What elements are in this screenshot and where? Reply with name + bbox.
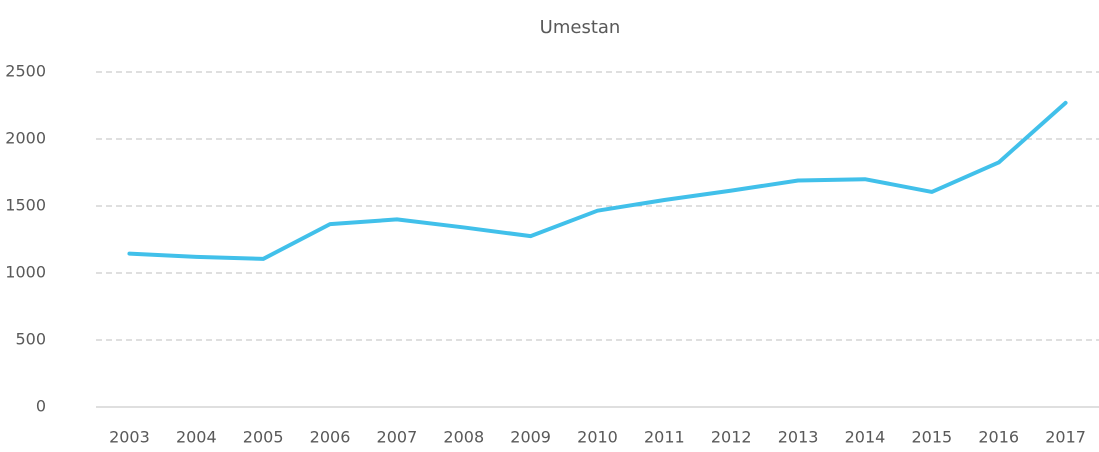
x-tick-label: 2014 (845, 428, 886, 447)
x-tick-label: 2004 (176, 428, 217, 447)
y-tick-label: 500 (15, 330, 46, 349)
x-tick-label: 2006 (310, 428, 351, 447)
y-tick-label: 1000 (5, 263, 46, 282)
x-tick-label: 2010 (577, 428, 618, 447)
y-tick-label: 1500 (5, 196, 46, 215)
x-tick-label: 2007 (377, 428, 418, 447)
x-tick-label: 2016 (978, 428, 1019, 447)
y-tick-label: 0 (36, 397, 46, 416)
x-tick-label: 2009 (510, 428, 551, 447)
x-tick-label: 2013 (778, 428, 819, 447)
x-tick-label: 2012 (711, 428, 752, 447)
chart-title: Umestan (540, 17, 621, 38)
x-tick-label: 2008 (443, 428, 484, 447)
x-tick-label: 2011 (644, 428, 685, 447)
x-tick-label: 2005 (243, 428, 284, 447)
y-tick-label: 2500 (5, 62, 46, 81)
x-tick-label: 2003 (109, 428, 150, 447)
line (127, 100, 1068, 261)
x-tick-label: 2015 (911, 428, 952, 447)
y-tick-label: 2000 (5, 129, 46, 148)
x-tick-label: 2017 (1045, 428, 1086, 447)
